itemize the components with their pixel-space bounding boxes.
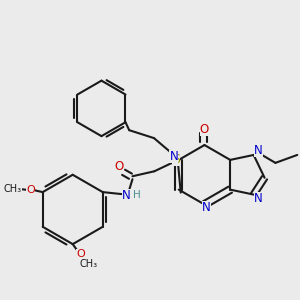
Text: N: N [202, 201, 211, 214]
Text: CH₃: CH₃ [4, 184, 22, 194]
Text: CH₃: CH₃ [80, 259, 98, 269]
Text: N: N [169, 150, 178, 164]
Text: H: H [133, 190, 140, 200]
Text: N: N [254, 192, 263, 205]
Text: N: N [254, 145, 263, 158]
Text: N: N [122, 189, 131, 202]
Text: O: O [114, 160, 123, 173]
Text: S: S [172, 153, 180, 166]
Text: O: O [26, 185, 35, 195]
Text: O: O [200, 123, 209, 136]
Text: O: O [76, 249, 85, 259]
